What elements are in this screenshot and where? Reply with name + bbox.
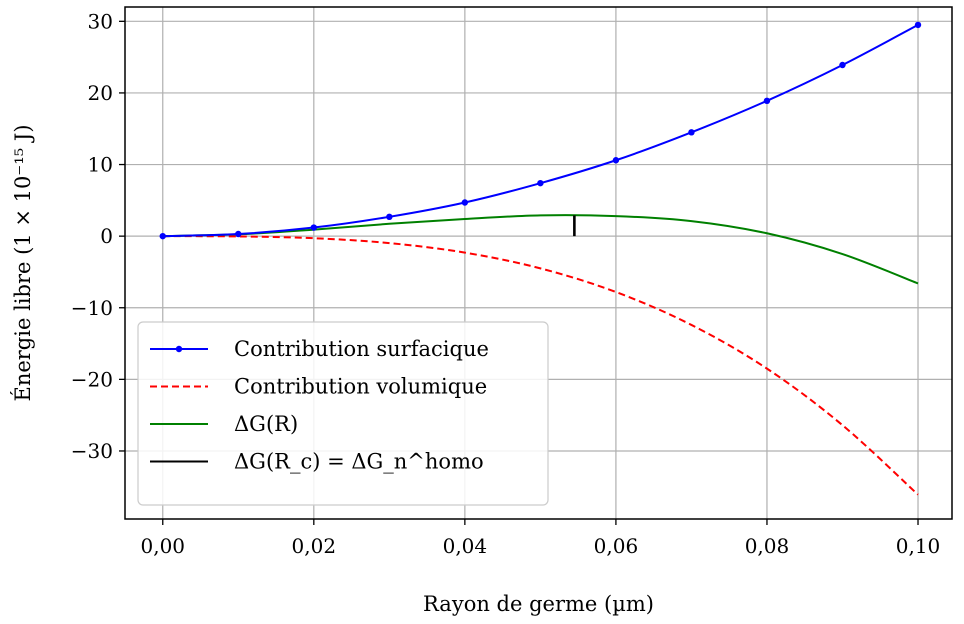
series-volume-line [162, 235, 919, 496]
x-tick-label: 0,10 [896, 534, 941, 558]
y-tick-label: 20 [88, 81, 113, 105]
legend-box [137, 321, 549, 506]
x-axis-label: Rayon de germe (µm) [423, 592, 654, 616]
series-surface-point [688, 129, 695, 136]
legend-label-volume: Contribution volumique [234, 375, 487, 399]
x-axis-ticks: 0,00 0,02 0,04 0,06 0,08 0,10 [140, 519, 940, 558]
y-tick-label: 0 [100, 224, 113, 248]
y-axis-ticks: −30 −20 −10 0 10 20 30 [71, 9, 125, 463]
legend-label-delta-g: ΔG(R) [234, 412, 298, 436]
x-tick-label: 0,08 [745, 534, 790, 558]
series-surface-line [162, 24, 919, 238]
x-tick-label: 0,00 [140, 534, 185, 558]
series-surface-point [839, 61, 846, 69]
series-surface-point [612, 157, 620, 164]
series-surface-point [763, 97, 771, 105]
series-surface-point [461, 199, 469, 206]
x-tick-label: 0,06 [594, 534, 639, 558]
x-tick-label: 0,04 [443, 534, 488, 558]
series-delta-g-line [162, 214, 919, 285]
y-tick-label: −10 [71, 296, 113, 320]
legend: Contribution surfacique Contribution vol… [137, 321, 549, 506]
series-surface-point [235, 230, 242, 238]
series-surface-point [537, 179, 544, 187]
y-tick-label: 30 [88, 9, 113, 33]
y-tick-label: 10 [88, 153, 113, 177]
series-surface-point [310, 224, 318, 231]
series-surface-point [386, 213, 393, 221]
grid-lines [125, 7, 952, 519]
y-tick-label: −20 [71, 367, 113, 391]
y-tick-label: −30 [71, 439, 113, 463]
legend-label-surface: Contribution surfacique [234, 337, 489, 361]
series-surface-point [159, 232, 166, 240]
legend-marker-surface [175, 345, 183, 353]
x-tick-label: 0,02 [292, 534, 337, 558]
series-surface-point [914, 21, 922, 29]
series-layer [159, 21, 922, 496]
plot-frame [124, 6, 953, 520]
legend-label-delta-g-critical: ΔG(R_c) = ΔG_n^homo [234, 450, 484, 474]
y-axis-label: Énergie libre (1 × 10⁻¹⁵ J) [11, 124, 35, 401]
